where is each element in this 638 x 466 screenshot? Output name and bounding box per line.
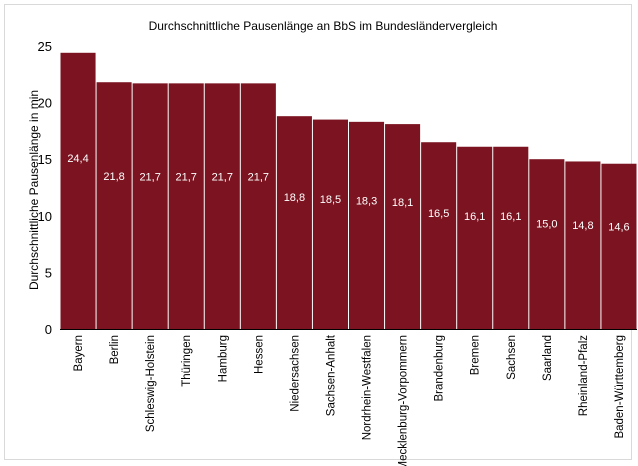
bar	[493, 146, 529, 329]
bar-value-label: 21,7	[248, 172, 269, 184]
bar	[385, 124, 421, 329]
bar-value-label: 16,1	[500, 211, 521, 223]
bar-value-label: 18,3	[356, 196, 377, 208]
x-category-label: Saarland	[542, 335, 554, 381]
bar-value-label: 18,5	[320, 194, 341, 206]
bar-value-label: 14,8	[572, 220, 593, 232]
bar	[168, 83, 204, 329]
y-tick-label: 20	[38, 96, 52, 111]
x-category-label: Schleswig-Holstein	[145, 335, 157, 432]
x-category-label: Thüringen	[181, 335, 193, 387]
bar	[96, 82, 132, 329]
x-category-label: Nordrhein-Westfalen	[362, 335, 374, 440]
bar-value-label: 18,1	[392, 197, 413, 209]
y-tick-label: 5	[45, 265, 52, 280]
y-axis-label: Durchschnittliche Pausenlänge in min	[27, 90, 41, 290]
y-tick-label: 0	[45, 322, 52, 337]
x-category-label: Sachsen	[506, 335, 518, 380]
bar	[565, 161, 601, 329]
value-labels-group: 24,4 21,8 21,7 21,7 21,7 21,7 18,8 18,5 18,3 18,1…	[67, 153, 629, 234]
bar	[529, 159, 565, 329]
bar	[421, 142, 457, 329]
x-category-label: Berlin	[109, 335, 121, 364]
y-tick-label: 25	[38, 39, 52, 54]
x-category-label: Hessen	[253, 335, 265, 374]
x-category-label: Niedersachsen	[289, 335, 301, 412]
x-category-label: Rheinland-Pfalz	[578, 335, 590, 416]
x-category-label: Brandenburg	[434, 335, 446, 402]
bar-value-label: 21,8	[103, 171, 124, 183]
bar-value-label: 24,4	[67, 153, 88, 165]
x-category-label: Mecklenburg-Vorpommern	[398, 335, 410, 466]
y-tick-label: 15	[38, 152, 52, 167]
x-category-label: Hamburg	[217, 335, 229, 382]
bar-value-label: 16,5	[428, 208, 449, 220]
bar-value-label: 15,0	[536, 219, 557, 231]
bar	[132, 83, 168, 329]
bar-value-label: 21,7	[139, 172, 160, 184]
bar	[204, 83, 240, 329]
x-category-label: Bremen	[470, 335, 482, 375]
bar-value-label: 16,1	[464, 211, 485, 223]
x-category-label: Baden-Württemberg	[614, 335, 626, 439]
category-labels-group: Bayern Berlin Schleswig-Holstein Thüringen H…	[73, 334, 626, 466]
bar-value-label: 14,6	[608, 222, 629, 234]
bar	[601, 163, 637, 329]
chart-title: Durchschnittliche Pausenlänge an BbS im …	[149, 19, 498, 33]
bar-value-label: 21,7	[176, 172, 197, 184]
bars-group	[60, 52, 637, 330]
x-category-label: Bayern	[73, 335, 85, 371]
bar	[312, 119, 348, 329]
bar-value-label: 21,7	[212, 172, 233, 184]
y-tick-label: 10	[38, 209, 52, 224]
bar	[457, 146, 493, 329]
bar	[240, 83, 276, 329]
bar	[349, 121, 385, 330]
bar	[276, 116, 312, 330]
x-category-label: Sachsen-Anhalt	[325, 334, 337, 416]
y-axis-ticks: 0 5 10 15 20 25	[38, 39, 52, 337]
bar	[60, 52, 96, 330]
bar-value-label: 18,8	[284, 192, 305, 204]
